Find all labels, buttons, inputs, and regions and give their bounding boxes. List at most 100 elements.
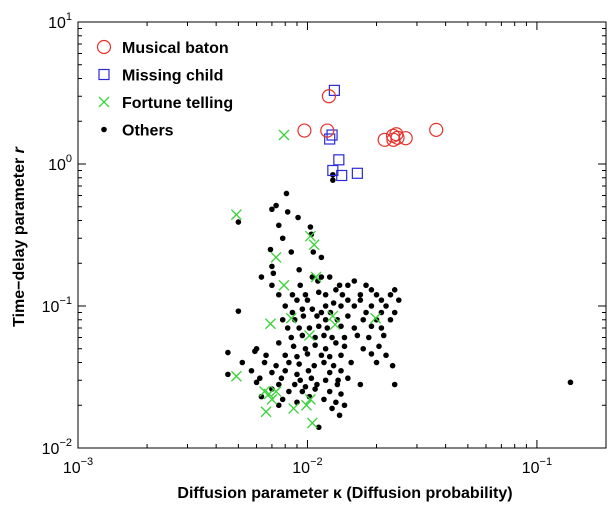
data-point bbox=[351, 167, 363, 179]
legend-marker bbox=[101, 126, 107, 133]
legend-marker bbox=[98, 96, 110, 108]
data-point bbox=[308, 231, 315, 238]
data-point bbox=[338, 323, 344, 330]
data-point bbox=[326, 369, 333, 376]
data-point bbox=[296, 325, 302, 331]
data-point bbox=[333, 340, 339, 346]
data-point bbox=[389, 362, 396, 369]
data-point bbox=[278, 375, 285, 382]
data-point bbox=[304, 393, 316, 405]
data-point bbox=[303, 330, 315, 341]
data-point bbox=[380, 332, 387, 339]
data-point bbox=[278, 129, 290, 141]
data-point bbox=[270, 270, 277, 277]
data-point bbox=[294, 297, 300, 303]
data-point bbox=[310, 271, 322, 283]
data-point bbox=[318, 254, 325, 261]
data-point bbox=[338, 367, 344, 374]
data-point bbox=[267, 246, 274, 253]
data-point bbox=[288, 249, 295, 255]
data-point bbox=[263, 388, 275, 400]
data-point bbox=[235, 219, 242, 225]
data-point bbox=[270, 251, 282, 263]
data-point bbox=[378, 297, 385, 303]
data-point bbox=[333, 399, 339, 406]
data-point bbox=[297, 282, 304, 289]
data-point bbox=[345, 313, 351, 319]
data-point bbox=[336, 412, 343, 419]
data-point bbox=[288, 334, 295, 341]
x-tick-label: 10−2 bbox=[292, 456, 322, 477]
y-tick-label: 10−2 bbox=[42, 437, 72, 458]
legend-label: Musical baton bbox=[122, 40, 229, 57]
data-point bbox=[330, 171, 336, 178]
data-point bbox=[285, 312, 297, 324]
data-point bbox=[279, 316, 286, 323]
x-axis-label: Diffusion parameter κ (Diffusion probabi… bbox=[177, 485, 512, 502]
data-point bbox=[357, 381, 364, 388]
data-point bbox=[329, 334, 335, 341]
data-point bbox=[300, 313, 307, 319]
data-point bbox=[275, 381, 282, 388]
data-point bbox=[286, 359, 292, 366]
data-point bbox=[324, 133, 336, 145]
data-point bbox=[322, 291, 329, 298]
data-point bbox=[398, 131, 413, 146]
data-point bbox=[275, 340, 282, 346]
data-point bbox=[383, 352, 389, 359]
data-point bbox=[345, 375, 351, 382]
data-point bbox=[326, 274, 333, 280]
data-point bbox=[383, 303, 389, 309]
data-point bbox=[258, 274, 265, 280]
plot-frame bbox=[77, 21, 607, 449]
data-point bbox=[368, 351, 375, 357]
data-point bbox=[273, 202, 279, 209]
data-point bbox=[368, 287, 375, 293]
data-point bbox=[308, 239, 320, 251]
data-point bbox=[265, 318, 276, 330]
data-point bbox=[321, 89, 336, 104]
data-point bbox=[320, 123, 335, 138]
data-point bbox=[321, 332, 327, 339]
data-point bbox=[373, 291, 380, 298]
data-point bbox=[282, 367, 289, 374]
data-point bbox=[269, 263, 275, 270]
data-point bbox=[345, 297, 351, 303]
data-point bbox=[351, 325, 358, 331]
data-point bbox=[253, 379, 260, 386]
data-point bbox=[275, 222, 282, 229]
data-point bbox=[387, 316, 394, 323]
data-point bbox=[330, 362, 337, 369]
x-tick-label: 10−1 bbox=[522, 456, 552, 477]
data-point bbox=[318, 309, 325, 316]
data-point bbox=[314, 313, 320, 319]
data-point bbox=[295, 214, 301, 221]
data-point bbox=[225, 349, 231, 356]
data-point bbox=[363, 282, 369, 289]
plot-area bbox=[77, 21, 607, 449]
data-point bbox=[269, 282, 275, 289]
data-point bbox=[567, 379, 574, 386]
data-point bbox=[327, 310, 339, 322]
data-point bbox=[312, 386, 318, 392]
data-point bbox=[333, 154, 345, 166]
data-point bbox=[324, 325, 331, 331]
data-point bbox=[341, 334, 348, 341]
data-point bbox=[357, 297, 364, 303]
data-point bbox=[318, 274, 325, 280]
data-point bbox=[302, 383, 309, 390]
data-point bbox=[339, 291, 346, 298]
data-point bbox=[378, 325, 385, 331]
data-point bbox=[376, 343, 382, 350]
data-point bbox=[308, 375, 315, 382]
data-point bbox=[336, 282, 343, 289]
data-point bbox=[321, 396, 327, 403]
y-tick-label: 10−1 bbox=[42, 295, 72, 316]
data-point bbox=[252, 348, 258, 355]
data-point bbox=[338, 352, 344, 359]
data-point bbox=[235, 308, 242, 314]
data-point bbox=[333, 287, 339, 293]
data-point bbox=[315, 323, 322, 330]
data-point bbox=[279, 235, 286, 242]
